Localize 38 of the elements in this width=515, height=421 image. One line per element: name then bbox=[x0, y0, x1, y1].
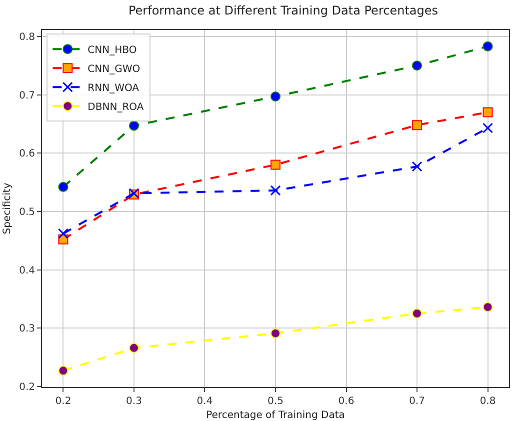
x-tick-label: 0.2 bbox=[55, 396, 72, 407]
y-tick-label: 0.8 bbox=[19, 32, 35, 43]
point bbox=[482, 41, 493, 52]
point bbox=[412, 308, 422, 318]
y-tick-label: 0.3 bbox=[19, 324, 35, 335]
x-tick-label: 0.6 bbox=[338, 396, 354, 407]
y-tick-label: 0.6 bbox=[19, 148, 35, 160]
x-tick-label: 0.5 bbox=[268, 396, 284, 407]
point bbox=[412, 60, 422, 71]
point bbox=[58, 228, 68, 239]
point bbox=[482, 122, 494, 134]
point bbox=[128, 342, 139, 353]
legend-label: CNN_HBO bbox=[88, 44, 137, 56]
point bbox=[270, 185, 281, 196]
legend-label: RNN_WOA bbox=[88, 82, 140, 94]
y-axis-title: Specificity bbox=[2, 182, 14, 234]
point bbox=[482, 107, 493, 118]
legend-label: CNN_GWO bbox=[88, 64, 140, 75]
point bbox=[482, 302, 493, 312]
point bbox=[412, 161, 422, 172]
chart-title: Performance at Different Training Data Percentages bbox=[128, 4, 438, 18]
point bbox=[270, 92, 280, 102]
x-axis-title: Percentage of Training Data bbox=[206, 410, 345, 421]
y-tick-label: 0.7 bbox=[19, 90, 35, 102]
point bbox=[270, 160, 280, 170]
point bbox=[58, 366, 68, 376]
x-tick-label: 0.4 bbox=[196, 396, 213, 407]
y-tick-label: 0.5 bbox=[19, 206, 35, 218]
x-tick-label: 0.8 bbox=[480, 396, 496, 407]
legend-label: DBNN_ROA bbox=[88, 102, 144, 113]
y-tick-label: 0.2 bbox=[19, 382, 35, 393]
point bbox=[270, 328, 280, 338]
point bbox=[58, 182, 68, 192]
point bbox=[128, 120, 139, 131]
point bbox=[412, 120, 422, 130]
x-tick-label: 0.3 bbox=[126, 396, 142, 407]
x-tick-label: 0.7 bbox=[409, 396, 425, 407]
y-tick-label: 0.4 bbox=[19, 265, 35, 276]
